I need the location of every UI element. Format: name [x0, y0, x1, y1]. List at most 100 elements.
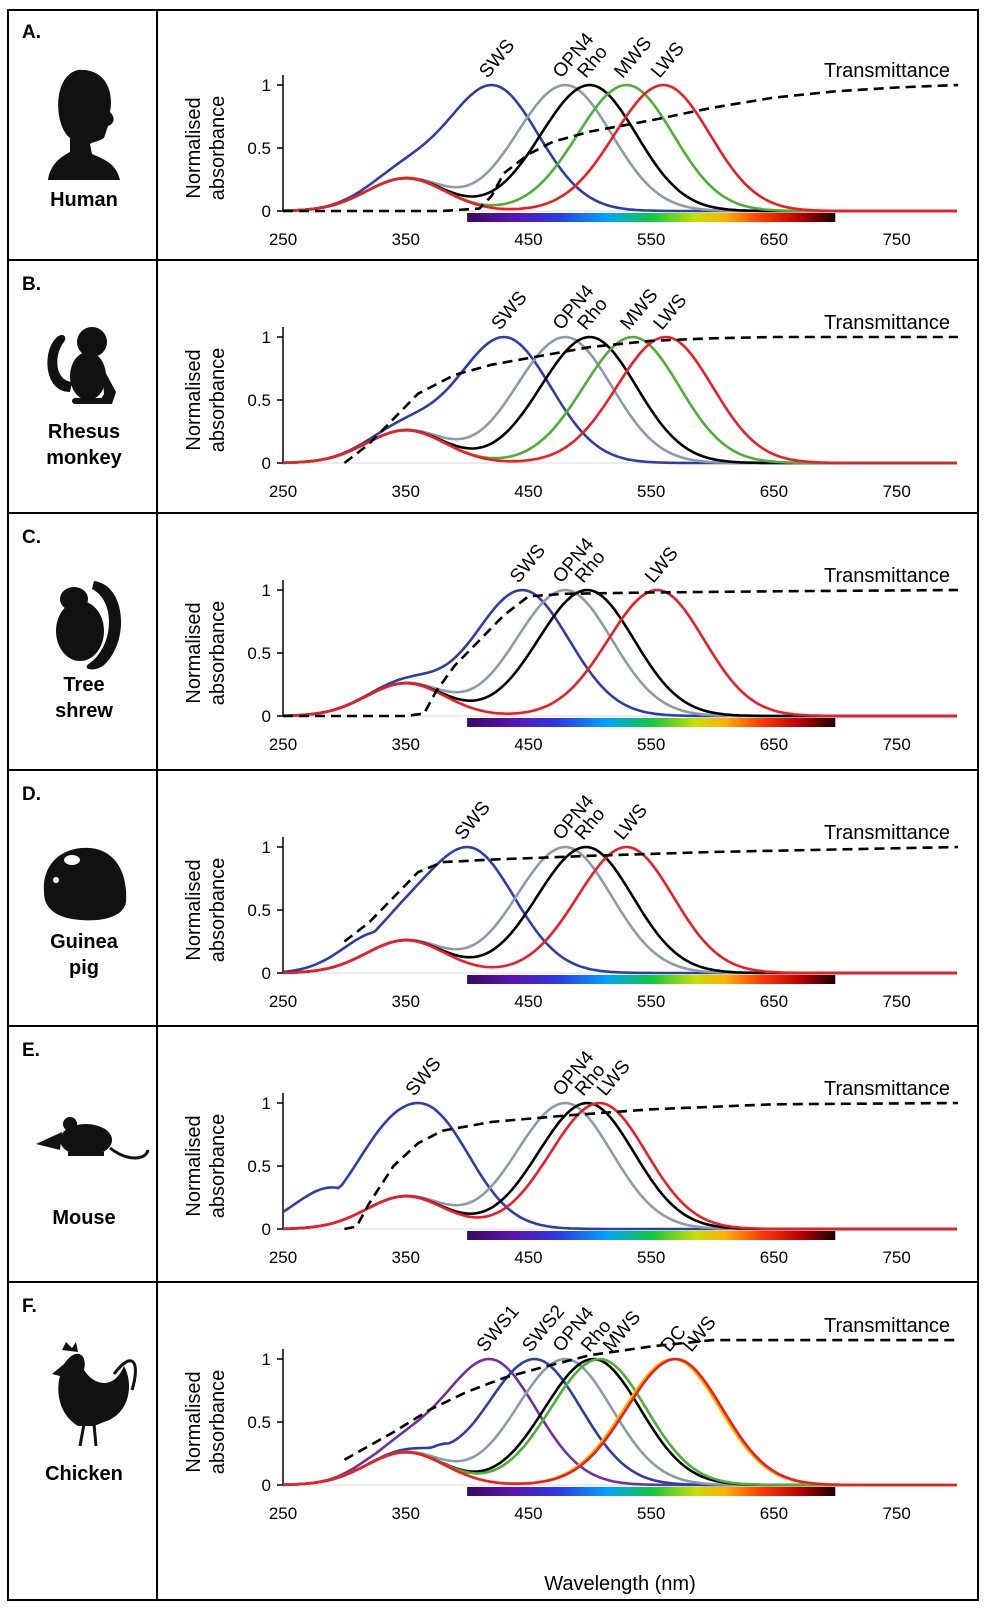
y-axis-title: Normalised absorbance [183, 96, 229, 201]
series-lws-line [282, 1101, 957, 1231]
x-tick-label: 650 [760, 735, 788, 754]
rooster-comb [62, 1342, 78, 1352]
mouse-silhouette-icon [36, 1117, 150, 1160]
peak-label-lws: LWS [610, 800, 652, 844]
head-shape [48, 69, 120, 180]
x-tick-label: 650 [760, 992, 788, 1011]
monkey-arm [98, 366, 116, 404]
guinea-pig-highlight [64, 855, 80, 865]
series-lws-line [282, 845, 957, 975]
series-lws-line [282, 83, 957, 213]
animal-label: shrew [55, 700, 113, 722]
y-axis-label: Normalised [183, 349, 205, 450]
shrew-head [60, 587, 88, 611]
peak-label-lws: LWS [679, 1312, 721, 1356]
monkey-silhouette-icon [47, 327, 116, 404]
human-head-silhouette-icon [48, 69, 120, 180]
x-tick-label: 550 [637, 230, 665, 249]
peak-label-sws: SWS [451, 798, 495, 845]
peak-label-sws: SWS [402, 1054, 446, 1101]
figure-frame [7, 9, 979, 1601]
panel-d: D. Guinea pig 0 0.5 1 Normalised absorbance 250 3… [8, 784, 978, 1027]
peak-label-group: MWS [610, 33, 656, 82]
panel-letter: A. [22, 22, 41, 43]
mouse-ear [63, 1117, 77, 1131]
x-tick-label: 550 [637, 1248, 665, 1267]
y-tick-label: 0 [262, 202, 271, 221]
peak-label-group: SWS1 [473, 1301, 524, 1356]
panel-c: C. Tree shrew 0 0.5 1 Normalised absorbance 250 3… [8, 527, 978, 771]
y-axis-label: absorbance [207, 1114, 229, 1219]
series-lws-line [282, 1357, 957, 1487]
monkey-feet [72, 398, 112, 404]
animal-label: Mouse [52, 1207, 115, 1229]
guinea-pig-body [43, 847, 127, 921]
series-opn4-line [282, 845, 957, 975]
mouse-tail [109, 1146, 150, 1160]
animal-label: Human [50, 189, 118, 211]
x-tick-label: 450 [514, 735, 542, 754]
transmittance-label: Transmittance [824, 312, 950, 334]
transmittance-line [344, 1101, 959, 1231]
x-tick-label: 250 [269, 735, 297, 754]
mouse-body [60, 1124, 112, 1156]
x-tick-label: 650 [760, 482, 788, 501]
guinea-pig-silhouette-icon [43, 847, 127, 921]
peak-label-group: SWS [488, 288, 532, 335]
panel-letter: D. [22, 784, 41, 805]
shrew-body [56, 601, 104, 661]
transmittance-label: Transmittance [824, 565, 950, 587]
peak-label-sws: SWS [488, 288, 532, 335]
y-tick-label: 1 [262, 1350, 271, 1369]
peak-label-sws: SWS [475, 36, 519, 83]
x-tick-label: 650 [760, 230, 788, 249]
peak-label-lws: LWS [641, 543, 683, 587]
y-tick-label: 1 [262, 838, 271, 857]
x-tick-label: 450 [514, 1504, 542, 1523]
series-opn4-line [282, 335, 957, 465]
peak-label-group: LWS [679, 1312, 721, 1356]
shrew-tail [86, 581, 122, 670]
y-axis-label: absorbance [207, 348, 229, 453]
animal-label: Rhesus [48, 421, 120, 443]
y-axis-label: Normalised [183, 1371, 205, 1472]
visible-spectrum-bar [467, 213, 836, 222]
animal-label: Guinea [50, 931, 119, 953]
x-tick-label: 450 [514, 1248, 542, 1267]
x-tick-label: 750 [882, 1248, 910, 1267]
visible-spectrum-bar [467, 1487, 836, 1496]
y-axis-title: Normalised absorbance [183, 348, 229, 453]
visible-spectrum-bar [467, 1231, 836, 1240]
x-tick-label: 450 [514, 482, 542, 501]
transmittance-line [343, 845, 959, 943]
transmittance-label: Transmittance [824, 60, 950, 82]
x-tick-label: 250 [269, 482, 297, 501]
animal-label: pig [69, 957, 99, 979]
transmittance-label: Transmittance [824, 1078, 950, 1100]
peak-label-group: SWS [475, 36, 519, 83]
y-axis-label: absorbance [207, 1370, 229, 1475]
y-tick-label: 0.5 [247, 1157, 271, 1176]
x-tick-label: 550 [637, 482, 665, 501]
y-tick-label: 0.5 [247, 644, 271, 663]
transmittance-line [283, 83, 959, 213]
x-tick-label: 350 [392, 1248, 420, 1267]
rooster-leg [78, 1423, 86, 1447]
monkey-tail [47, 335, 72, 392]
panel-letter: F. [22, 1296, 37, 1317]
y-tick-label: 0.5 [247, 139, 271, 158]
x-tick-label: 250 [269, 992, 297, 1011]
series-opn4-line [282, 588, 957, 718]
series-lws-line [282, 588, 957, 718]
x-tick-label: 550 [637, 735, 665, 754]
y-tick-label: 1 [262, 1094, 271, 1113]
rooster-tail [112, 1359, 137, 1391]
x-tick-label: 450 [514, 992, 542, 1011]
peak-label-sws: SWS [506, 541, 550, 588]
animal-label: monkey [46, 447, 122, 469]
y-tick-label: 0 [262, 454, 271, 473]
panel-f: F. Chicken 0 0.5 1 Normalised absorbance 250 350… [22, 1296, 958, 1523]
mouse-feet [68, 1152, 104, 1156]
panel-letter: B. [22, 274, 41, 295]
y-tick-label: 0.5 [247, 1413, 271, 1432]
